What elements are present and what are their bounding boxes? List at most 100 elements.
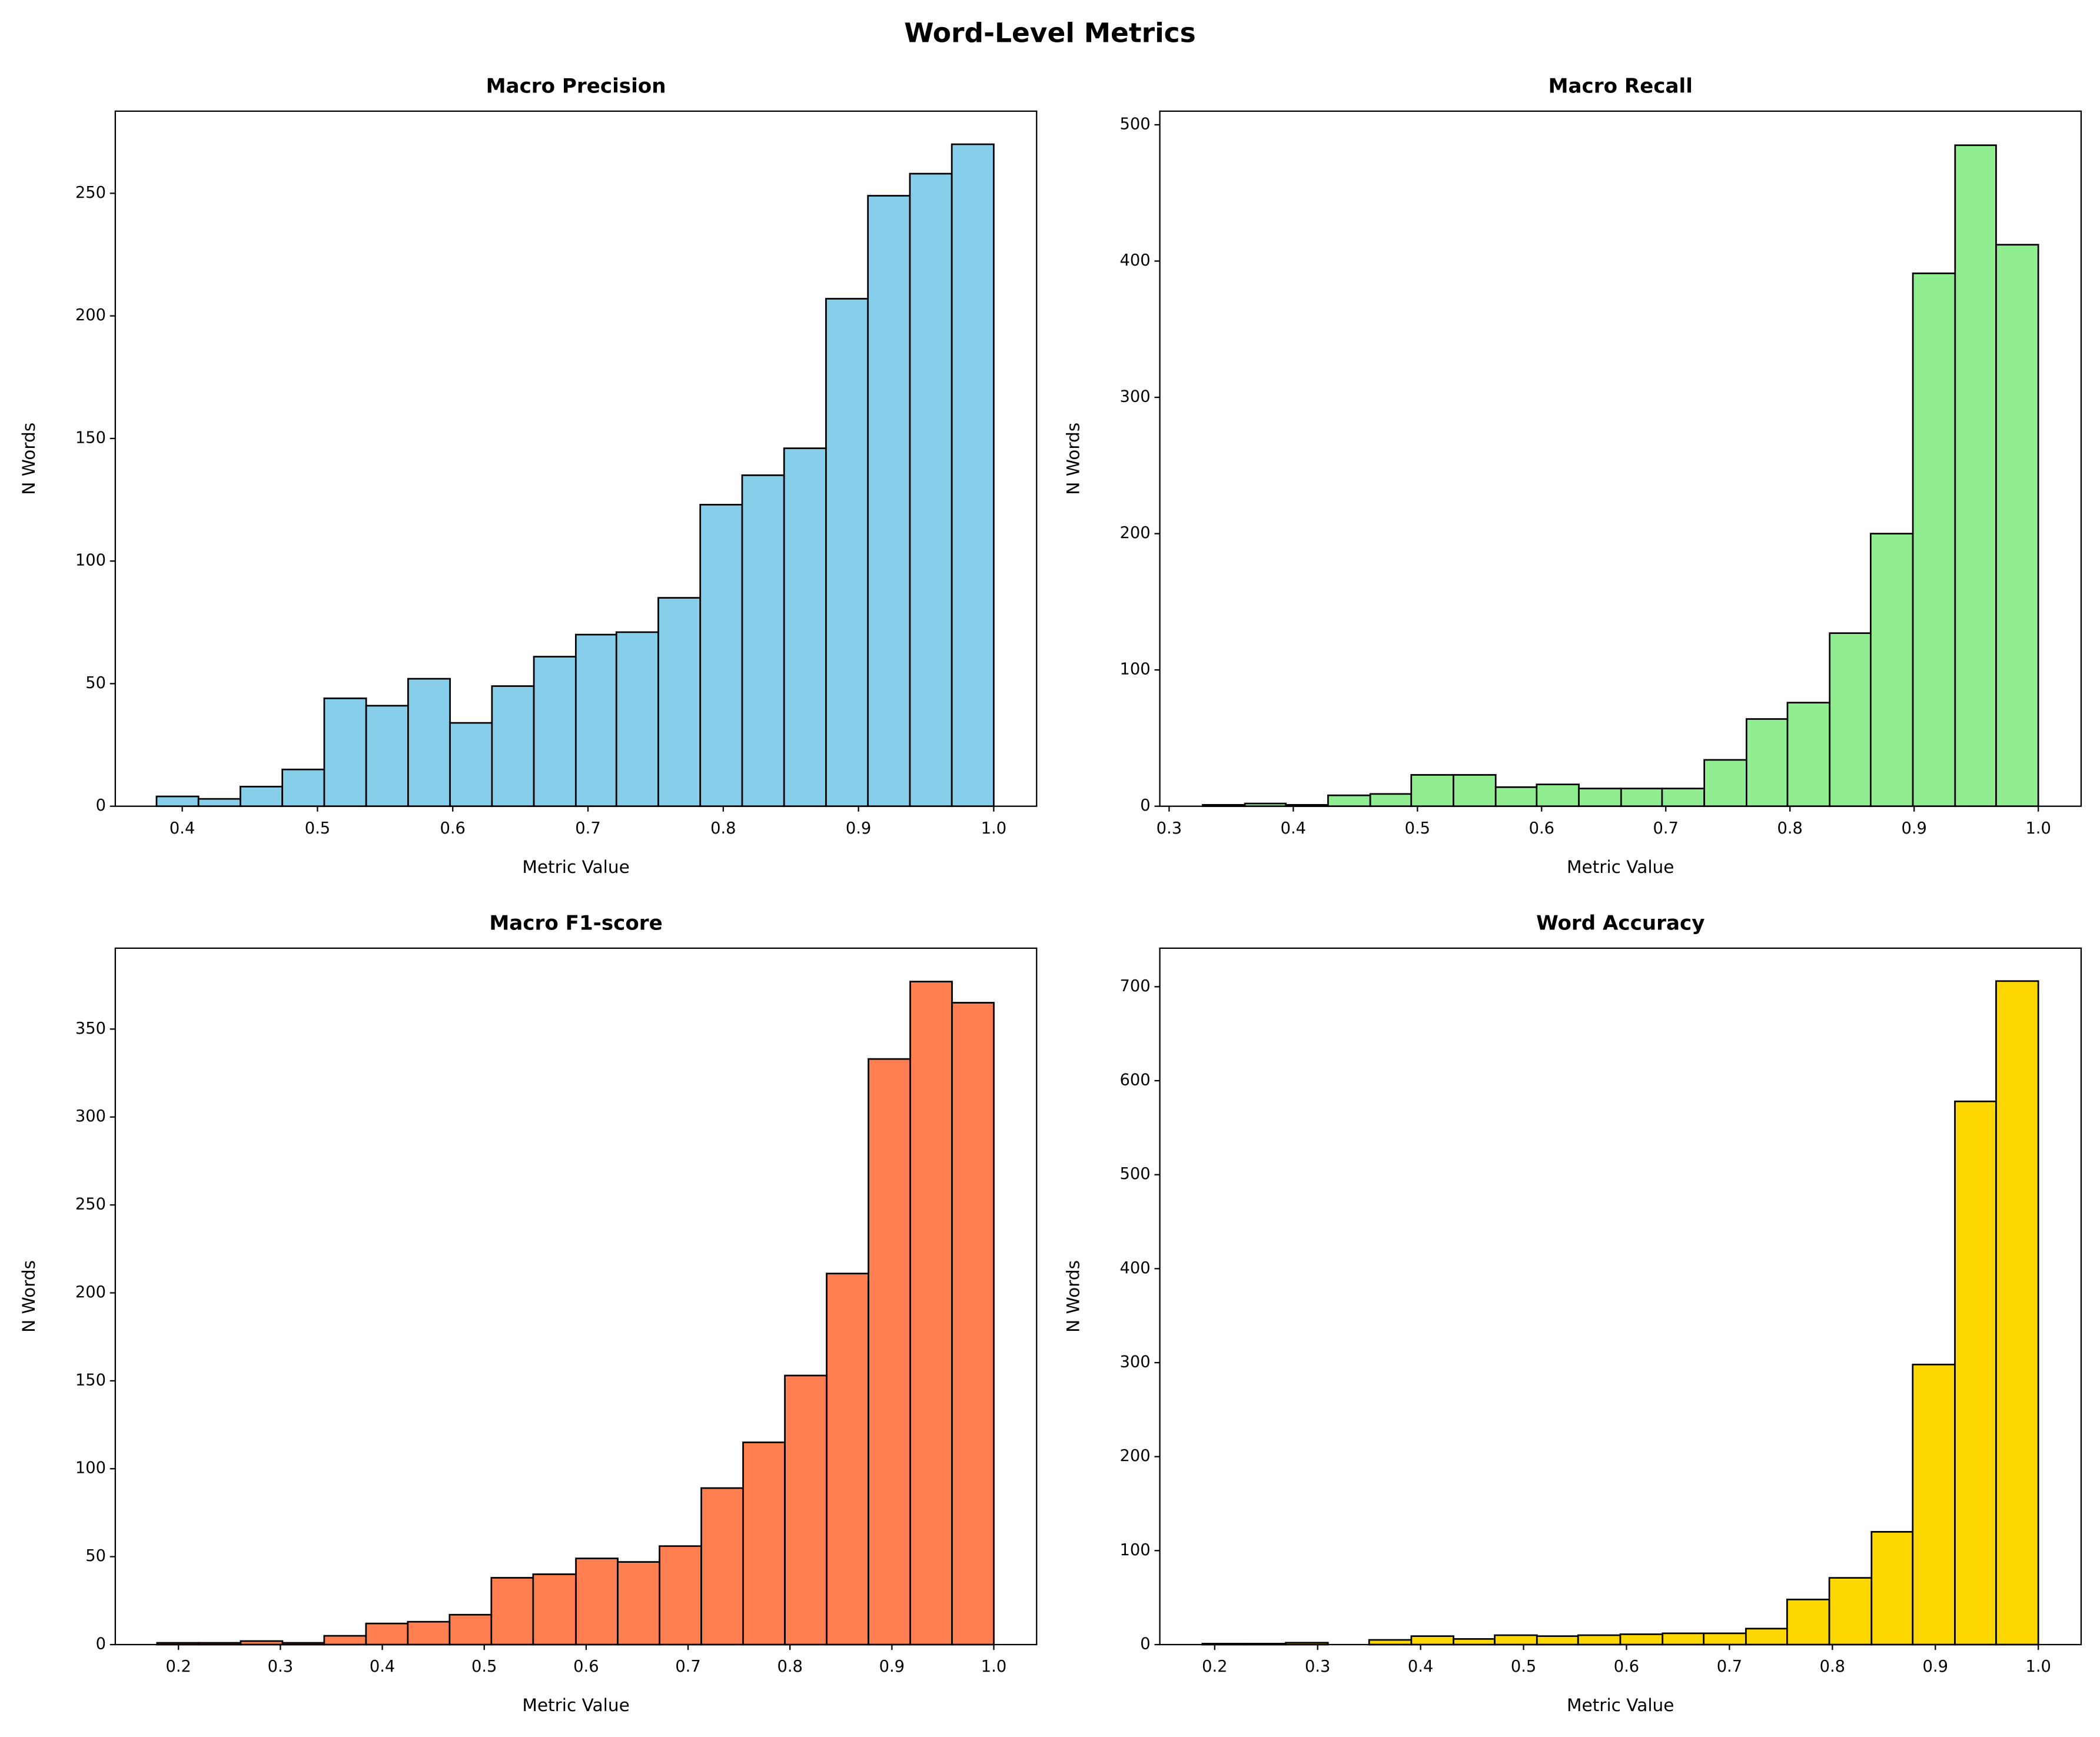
axes-title: Macro Precision xyxy=(486,74,666,98)
histogram-bar xyxy=(448,1613,493,1646)
y-tick-label: 250 xyxy=(75,1195,106,1214)
x-axis-label: Metric Value xyxy=(1567,1695,1674,1715)
histogram-bar xyxy=(575,1557,619,1646)
histogram-bar xyxy=(407,1620,451,1646)
x-tick-label: 0.6 xyxy=(573,1658,599,1676)
histogram-bar xyxy=(1577,1634,1621,1646)
x-tick-label: 0.7 xyxy=(575,819,600,838)
y-tick-label: 100 xyxy=(1120,1541,1151,1559)
axes-frame xyxy=(114,947,1038,1646)
histogram-bar xyxy=(323,1635,367,1646)
histogram-bar xyxy=(407,677,451,808)
histogram-bar xyxy=(491,685,535,808)
histogram-bar xyxy=(155,795,200,808)
y-tick-label: 200 xyxy=(75,1283,106,1301)
histogram-bar xyxy=(1410,774,1454,808)
histogram-bar xyxy=(741,474,785,808)
y-tick-label: 100 xyxy=(75,1459,106,1477)
histogram-bar xyxy=(1786,702,1831,808)
y-tick-label: 0 xyxy=(96,1635,106,1653)
histogram-bar xyxy=(1745,1628,1788,1646)
histogram-bar xyxy=(323,698,367,808)
y-tick-label: 0 xyxy=(1140,1635,1150,1653)
histogram-bar xyxy=(240,786,284,808)
x-tick-label: 1.0 xyxy=(2025,1658,2051,1676)
x-tick-label: 0.7 xyxy=(1717,1658,1742,1676)
histogram-bar xyxy=(742,1442,786,1646)
histogram-bar xyxy=(659,1545,702,1646)
x-tick-label: 0.7 xyxy=(675,1658,700,1676)
histogram-bar xyxy=(197,798,241,808)
histogram-bar xyxy=(490,1577,534,1646)
histogram-bar xyxy=(1327,794,1371,808)
histogram-bar xyxy=(1620,788,1663,808)
y-tick-label: 50 xyxy=(85,674,106,692)
x-tick-label: 0.2 xyxy=(166,1658,191,1676)
histogram-bar xyxy=(826,1273,869,1646)
y-tick-label: 400 xyxy=(1120,251,1151,270)
y-tick-label: 0 xyxy=(96,796,106,815)
y-tick-label: 250 xyxy=(75,184,106,202)
axes-title: Macro Recall xyxy=(1549,74,1693,98)
y-axis-label: N Words xyxy=(1063,1260,1083,1333)
histogram-bar xyxy=(1662,1632,1705,1646)
y-tick-label: 200 xyxy=(75,306,106,324)
x-tick-label: 0.6 xyxy=(1614,1658,1639,1676)
y-tick-label: 0 xyxy=(1140,796,1150,815)
histogram-bar xyxy=(1786,1599,1830,1646)
histogram-bar xyxy=(1536,783,1580,808)
x-tick-label: 0.4 xyxy=(170,819,195,838)
x-tick-label: 1.0 xyxy=(2025,819,2051,838)
x-tick-label: 0.2 xyxy=(1202,1658,1227,1676)
axes-frame xyxy=(1159,110,2082,807)
x-tick-label: 0.8 xyxy=(710,819,736,838)
histogram-bar xyxy=(1536,1635,1579,1646)
y-tick-label: 150 xyxy=(75,1371,106,1389)
y-tick-label: 700 xyxy=(1120,977,1151,995)
x-tick-label: 0.9 xyxy=(1901,819,1926,838)
x-tick-label: 0.4 xyxy=(1408,1658,1433,1676)
y-tick-label: 200 xyxy=(1120,524,1151,542)
histogram-bar xyxy=(1453,774,1497,808)
x-axis-label: Metric Value xyxy=(1567,857,1674,877)
histogram-bar xyxy=(365,705,409,808)
histogram-bar xyxy=(449,722,493,808)
histogram-bar xyxy=(1703,1632,1747,1646)
histogram-bar xyxy=(1703,759,1747,808)
y-tick-label: 50 xyxy=(85,1547,106,1565)
x-axis-label: Metric Value xyxy=(522,1695,629,1715)
histogram-bar xyxy=(825,298,869,808)
x-tick-label: 1.0 xyxy=(981,1658,1006,1676)
y-axis-label: N Words xyxy=(19,423,39,495)
histogram-bar xyxy=(1746,718,1789,808)
y-tick-label: 350 xyxy=(75,1019,106,1038)
y-tick-label: 600 xyxy=(1120,1071,1151,1090)
x-tick-label: 0.5 xyxy=(471,1658,497,1676)
x-tick-label: 0.3 xyxy=(1305,1658,1330,1676)
histogram-bar xyxy=(1369,793,1413,808)
y-axis-label: N Words xyxy=(1063,423,1083,495)
histogram-bar xyxy=(951,143,995,808)
histogram-bar xyxy=(951,1002,995,1646)
histogram-bar xyxy=(365,1622,409,1646)
x-tick-label: 0.5 xyxy=(305,819,330,838)
histogram-bar xyxy=(657,597,702,808)
y-tick-label: 400 xyxy=(1120,1259,1151,1277)
histogram-bar xyxy=(1494,1634,1538,1646)
y-tick-label: 300 xyxy=(1120,1353,1151,1371)
y-tick-label: 500 xyxy=(1120,1165,1151,1183)
x-tick-label: 0.6 xyxy=(1529,819,1554,838)
histogram-bar xyxy=(1619,1633,1664,1646)
x-axis-label: Metric Value xyxy=(522,857,629,877)
y-tick-label: 300 xyxy=(75,1107,106,1125)
x-tick-label: 0.5 xyxy=(1405,819,1430,838)
histogram-bar xyxy=(1829,632,1872,808)
x-tick-label: 0.9 xyxy=(1923,1658,1948,1676)
histogram-bar xyxy=(533,656,577,808)
histogram-bar xyxy=(1912,1363,1956,1646)
x-tick-label: 0.3 xyxy=(268,1658,293,1676)
histogram-bar xyxy=(783,447,827,808)
y-tick-label: 150 xyxy=(75,429,106,447)
